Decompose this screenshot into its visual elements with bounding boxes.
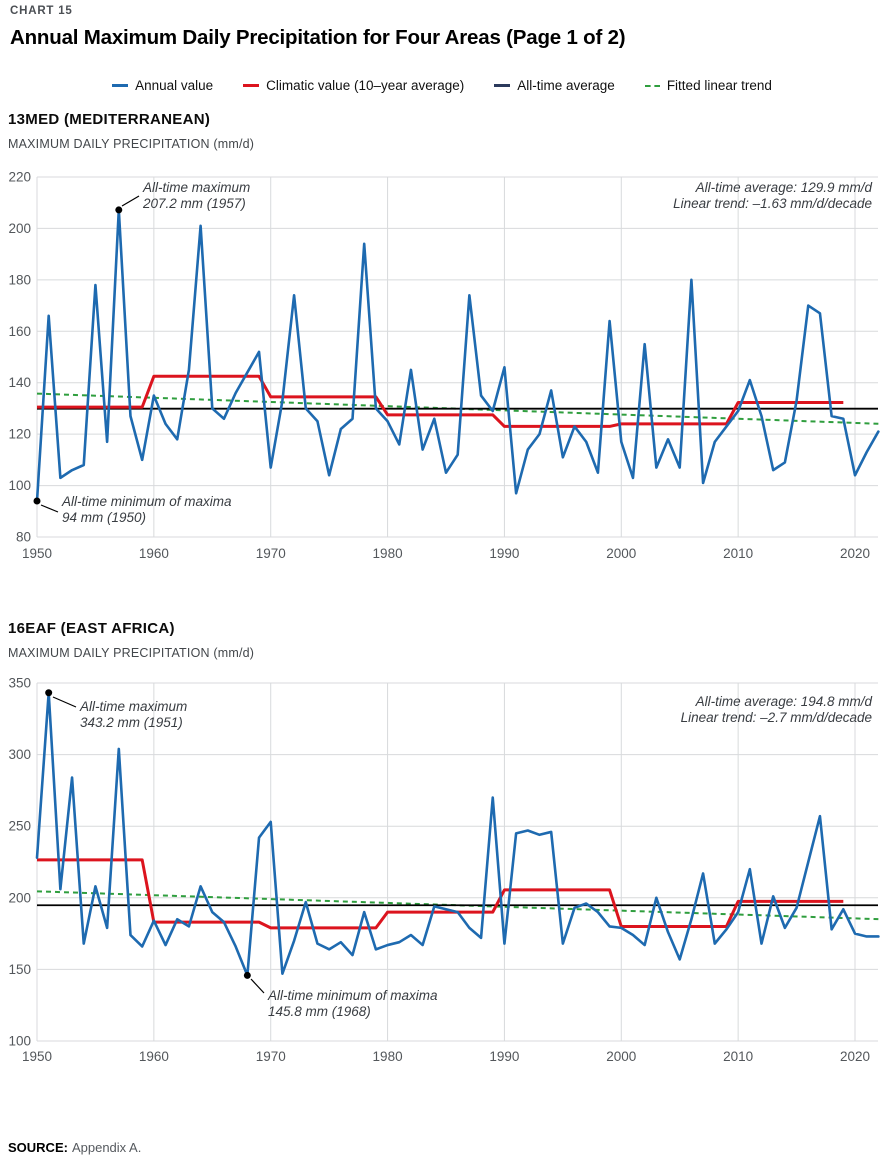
source-label: SOURCE: <box>8 1140 68 1155</box>
x-axis-tick-label: 2020 <box>840 546 870 561</box>
source-value: Appendix A. <box>71 1140 142 1155</box>
x-axis-tick-label: 1990 <box>489 546 519 561</box>
average-line-swatch-icon <box>494 84 511 87</box>
y-axis-tick-label: 350 <box>8 676 31 691</box>
min-annotation-value: 145.8 mm (1968) <box>268 1004 371 1019</box>
climatic-line-swatch-icon <box>243 84 260 87</box>
y-axis-tick-label: 200 <box>8 221 31 236</box>
x-axis-tick-label: 2010 <box>723 546 753 561</box>
legend-label: Climatic value (10–year average) <box>266 78 465 93</box>
x-axis-tick-label: 1990 <box>489 1049 519 1064</box>
max-annotation-value: 207.2 mm (1957) <box>142 196 246 211</box>
y-axis-tick-label: 120 <box>8 427 31 442</box>
trend-line-swatch-icon <box>644 84 660 87</box>
min-annotation-value: 94 mm (1950) <box>62 510 146 525</box>
min-annotation-label: All-time minimum of maxima <box>267 988 438 1003</box>
chart-number-kicker: CHART 15 <box>10 5 73 17</box>
legend-label: Fitted linear trend <box>666 78 772 93</box>
legend-item-annual: Annual value <box>112 78 213 93</box>
legend-item-trend: Fitted linear trend <box>644 78 772 93</box>
legend-label: All-time average <box>517 78 615 93</box>
y-axis-tick-label: 100 <box>8 1034 31 1049</box>
x-axis-tick-label: 1950 <box>22 546 52 561</box>
min-annotation-dot-icon <box>243 971 251 979</box>
chart2-region-title: 16EAF (EAST AFRICA) <box>8 620 175 637</box>
y-axis-tick-label: 180 <box>8 272 31 287</box>
chart2-y-axis-title: MAXIMUM DAILY PRECIPITATION (mm/d) <box>8 646 255 660</box>
x-axis-tick-label: 1970 <box>256 1049 286 1064</box>
max-annotation-connector <box>52 696 77 708</box>
x-axis-tick-label: 2000 <box>606 1049 636 1064</box>
y-axis-tick-label: 160 <box>8 324 31 339</box>
x-axis-tick-label: 2020 <box>840 1049 870 1064</box>
annual-line <box>35 691 880 977</box>
linear-trend-stat: Linear trend: –1.63 mm/d/decade <box>673 196 872 211</box>
y-axis-tick-label: 100 <box>8 478 31 493</box>
source-note: SOURCE: Appendix A. <box>8 1140 141 1155</box>
max-annotation-label: All-time maximum <box>142 180 250 195</box>
y-axis-tick-label: 250 <box>8 819 31 834</box>
x-axis-tick-label: 2000 <box>606 546 636 561</box>
x-axis-tick-label: 1950 <box>22 1049 52 1064</box>
page-title: Annual Maximum Daily Precipitation for F… <box>10 26 626 49</box>
x-axis-tick-label: 1980 <box>373 546 403 561</box>
max-annotation-dot-icon <box>45 689 53 697</box>
climatic-line <box>37 374 844 428</box>
legend-item-average: All-time average <box>494 78 615 93</box>
x-axis-tick-label: 1980 <box>373 1049 403 1064</box>
all-time-average-stat: All-time average: 194.8 mm/d <box>695 694 873 709</box>
y-axis-tick-label: 140 <box>8 375 31 390</box>
x-axis-tick-label: 1970 <box>256 546 286 561</box>
y-axis-tick-label: 200 <box>8 890 31 905</box>
x-axis-tick-label: 1960 <box>139 1049 169 1064</box>
x-axis-tick-label: 1960 <box>139 546 169 561</box>
y-axis-tick-label: 80 <box>16 530 31 545</box>
min-annotation-label: All-time minimum of maxima <box>61 494 232 509</box>
y-axis-tick-label: 300 <box>8 747 31 762</box>
y-axis-tick-label: 150 <box>8 962 31 977</box>
annual-line-swatch-icon <box>112 84 129 87</box>
chart1-y-axis-title: MAXIMUM DAILY PRECIPITATION (mm/d) <box>8 137 255 151</box>
min-annotation-dot-icon <box>33 497 41 505</box>
min-annotation-connector <box>250 978 265 994</box>
y-axis-tick-label: 220 <box>8 170 31 185</box>
x-axis-tick-label: 2010 <box>723 1049 753 1064</box>
legend: Annual value Climatic value (10–year ave… <box>0 78 884 93</box>
min-annotation-connector <box>40 504 59 513</box>
max-annotation-label: All-time maximum <box>79 699 187 714</box>
climatic-line <box>37 858 844 930</box>
max-annotation-value: 343.2 mm (1951) <box>80 715 183 730</box>
linear-trend-stat: Linear trend: –2.7 mm/d/decade <box>681 710 872 725</box>
chart1-region-title: 13MED (MEDITERRANEAN) <box>8 111 211 128</box>
max-annotation-dot-icon <box>115 206 123 214</box>
max-annotation-connector <box>121 195 140 207</box>
legend-item-climatic: Climatic value (10–year average) <box>243 78 464 93</box>
annual-line <box>35 208 880 503</box>
all-time-average-stat: All-time average: 129.9 mm/d <box>695 180 873 195</box>
legend-label: Annual value <box>135 78 214 93</box>
